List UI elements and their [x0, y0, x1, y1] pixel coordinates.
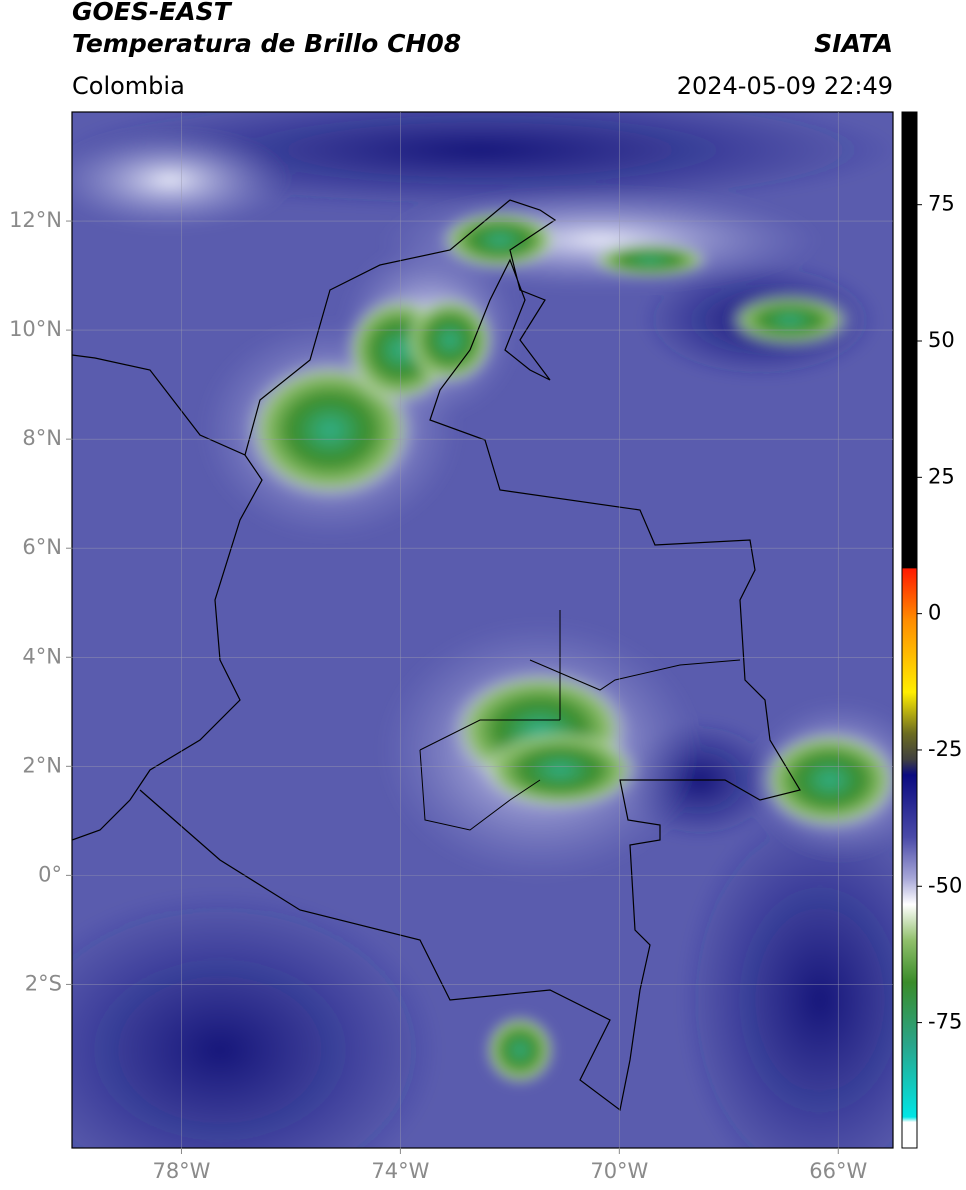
- lat-tick-label: 6°N: [22, 535, 62, 559]
- lat-tick-label: 2°N: [22, 753, 62, 777]
- lat-tick-label: 10°N: [9, 317, 62, 341]
- region: Colombia: [72, 72, 185, 100]
- title: GOES-EAST: [72, 0, 233, 26]
- lat-tick-label: 4°N: [22, 644, 62, 668]
- colorbar-tick-label: -25: [928, 737, 962, 761]
- map-frame: [71, 111, 894, 1149]
- lon-tick-label: 78°W: [152, 1159, 210, 1183]
- lon-tick-label: 74°W: [371, 1159, 429, 1183]
- colorbar-tick-label: 0: [928, 601, 941, 625]
- lat-tick-label: 2°S: [25, 971, 62, 995]
- colorbar: [901, 111, 918, 1149]
- lat-tick-label: 0°: [38, 862, 62, 886]
- lat-tick-label: 8°N: [22, 426, 62, 450]
- lon-tick-label: 66°W: [809, 1159, 867, 1183]
- lat-tick-label: 12°N: [9, 208, 62, 232]
- lon-tick-label: 70°W: [590, 1159, 648, 1183]
- colorbar-tick-label: -75: [928, 1010, 962, 1034]
- colorbar-tick-label: 25: [928, 464, 955, 488]
- satellite-image: [72, 112, 893, 1148]
- subtitle: Temperatura de Brillo CH08: [72, 29, 461, 58]
- source: SIATA: [814, 29, 893, 58]
- colorbar-tick-label: 50: [928, 328, 955, 352]
- colorbar-tick-label: 75: [928, 192, 955, 216]
- datetime: 2024-05-09 22:49: [677, 72, 893, 100]
- colorbar-tick-label: -50: [928, 873, 962, 897]
